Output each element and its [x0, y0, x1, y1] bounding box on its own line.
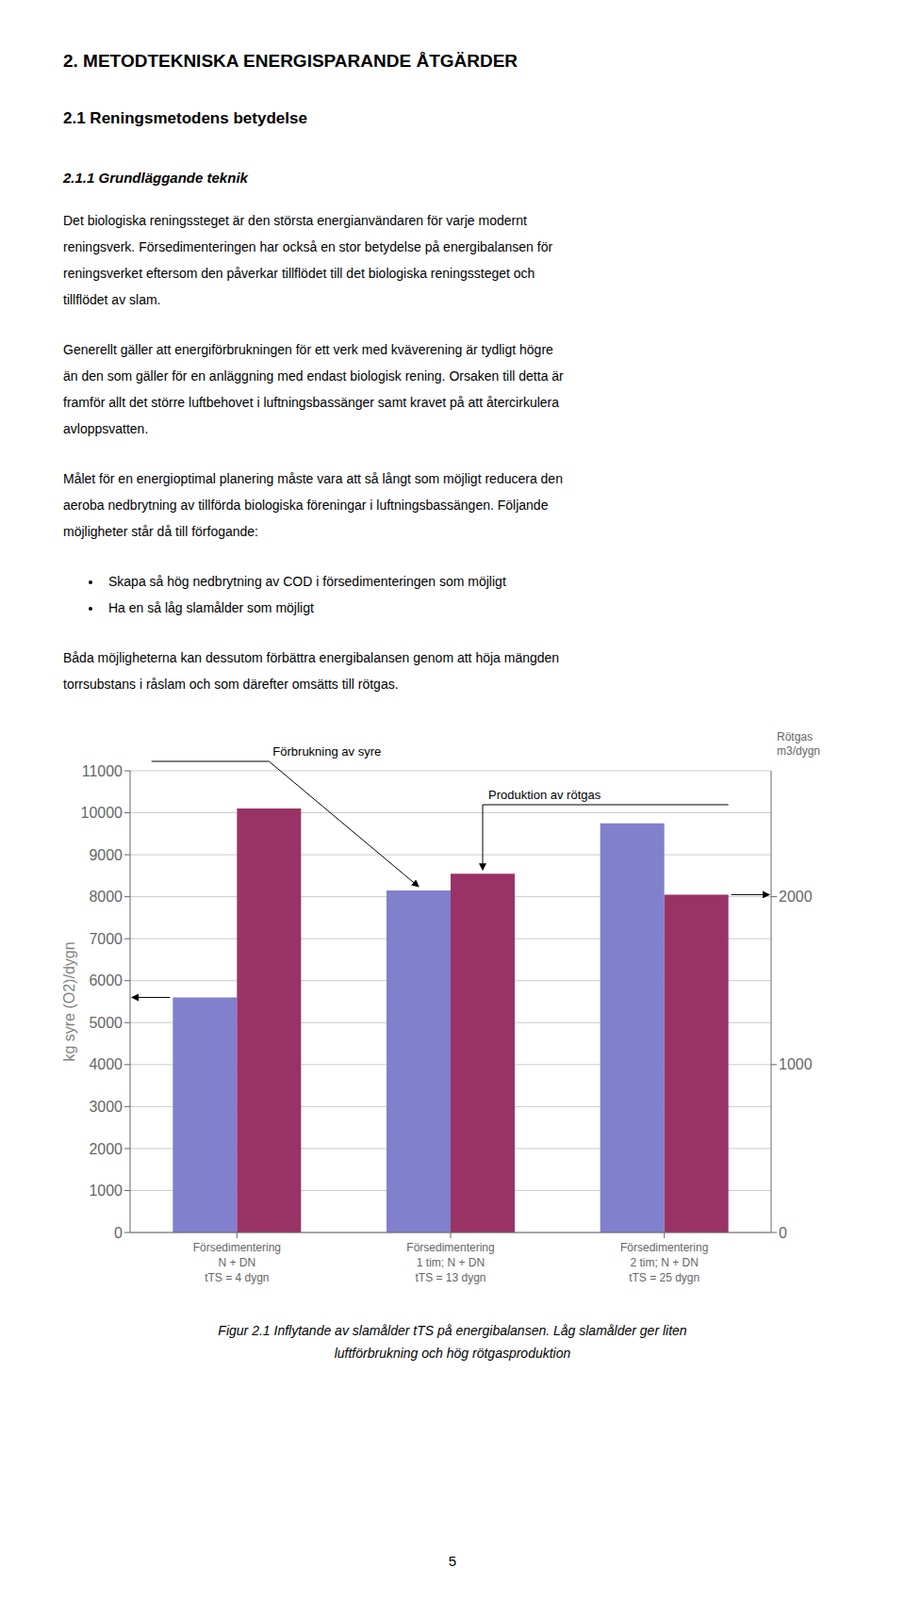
svg-text:kg syre (O2)/dygn: kg syre (O2)/dygn — [61, 941, 78, 1062]
svg-text:10000: 10000 — [81, 805, 124, 822]
html-text:luftförbrukning och hög rötgas: luftförbrukning och hög rötgasproduktion — [334, 1346, 571, 1362]
html-text:2.1.1 Grundläggande teknik: 2.1.1 Grundläggande teknik — [63, 169, 248, 186]
svg-text:5000: 5000 — [88, 1015, 123, 1032]
html-text:framför allt det större luftbe: framför allt det större luftbehovet i lu… — [63, 394, 560, 411]
svg-text:4000: 4000 — [88, 1056, 123, 1073]
html-text:2. METODTEKNISKA ENERGISPARAND: 2. METODTEKNISKA ENERGISPARANDE ÅTGÄRDER — [63, 50, 518, 71]
html-text:5: 5 — [448, 1553, 457, 1570]
svg-text:Förbrukning av syre: Förbrukning av syre — [272, 744, 381, 759]
html-text:reningsverket eftersom den påv: reningsverket eftersom den påverkar till… — [63, 265, 535, 281]
html-text:Generellt gäller att energiför: Generellt gäller att energiförbrukningen… — [63, 342, 554, 358]
svg-text:1000: 1000 — [88, 1183, 123, 1200]
html-text:möjligheter står då till förfo: möjligheter står då till förfogande: — [63, 524, 259, 540]
svg-text:FörsedimenteringN + DNtTS = 4: FörsedimenteringN + DNtTS = 4 dygn — [193, 1241, 281, 1285]
html-text:aeroba nedbrytning av tillförd: aeroba nedbrytning av tillförda biologis… — [63, 497, 549, 513]
html-text:tillflödet av slam.: tillflödet av slam. — [63, 292, 161, 308]
svg-text:3000: 3000 — [88, 1099, 123, 1116]
svg-text:1000: 1000 — [778, 1056, 813, 1073]
html-text:reningsverk. Försedimenteringe: reningsverk. Försedimenteringen har ocks… — [63, 239, 553, 255]
svg-text:7000: 7000 — [88, 931, 123, 948]
svg-text:2000: 2000 — [778, 888, 813, 905]
svg-text:Rötgas: Rötgas — [776, 730, 813, 744]
svg-text:Försedimentering1 tim; N + DNt: Försedimentering1 tim; N + DNtTS = 13 dy… — [406, 1241, 494, 1285]
svg-text:0: 0 — [778, 1225, 788, 1242]
html-text:Båda möjligheterna kan dessuto: Båda möjligheterna kan dessutom förbättr… — [63, 650, 560, 666]
svg-text:9000: 9000 — [88, 847, 123, 864]
html-text:Det biologiska reningssteget ä: Det biologiska reningssteget är den stör… — [63, 213, 527, 229]
html-text:Figur 2.1 Inflytande av slamål: Figur 2.1 Inflytande av slamålder tTS på… — [218, 1323, 687, 1339]
svg-text:8000: 8000 — [88, 888, 123, 905]
svg-text:2000: 2000 — [88, 1141, 123, 1158]
svg-text:Produktion av rötgas: Produktion av rötgas — [488, 788, 602, 803]
html-text:avloppsvatten.: avloppsvatten. — [63, 421, 149, 437]
html-text:Ha en så låg slamålder som möj: Ha en så låg slamålder som möjligt — [108, 600, 314, 616]
svg-text:6000: 6000 — [88, 972, 123, 989]
html-text:torrsubstans i råslam och som: torrsubstans i råslam och som därefter o… — [63, 676, 399, 692]
html-text:2.1 Reningsmetodens betydelse: 2.1 Reningsmetodens betydelse — [63, 109, 308, 128]
svg-text:0: 0 — [114, 1225, 123, 1242]
html-text:Målet för en energioptimal pla: Målet för en energioptimal planering mås… — [63, 471, 563, 487]
svg-text:11000: 11000 — [82, 763, 123, 780]
html-text:än den som gäller för en anläg: än den som gäller för en anläggning med … — [63, 368, 564, 384]
svg-text:Försedimentering2 tim; N + DNt: Försedimentering2 tim; N + DNtTS = 25 dy… — [620, 1241, 708, 1285]
svg-text:m3/dygn: m3/dygn — [776, 744, 821, 758]
html-text:Skapa så hög nedbrytning av CO: Skapa så hög nedbrytning av COD i försed… — [108, 574, 507, 590]
